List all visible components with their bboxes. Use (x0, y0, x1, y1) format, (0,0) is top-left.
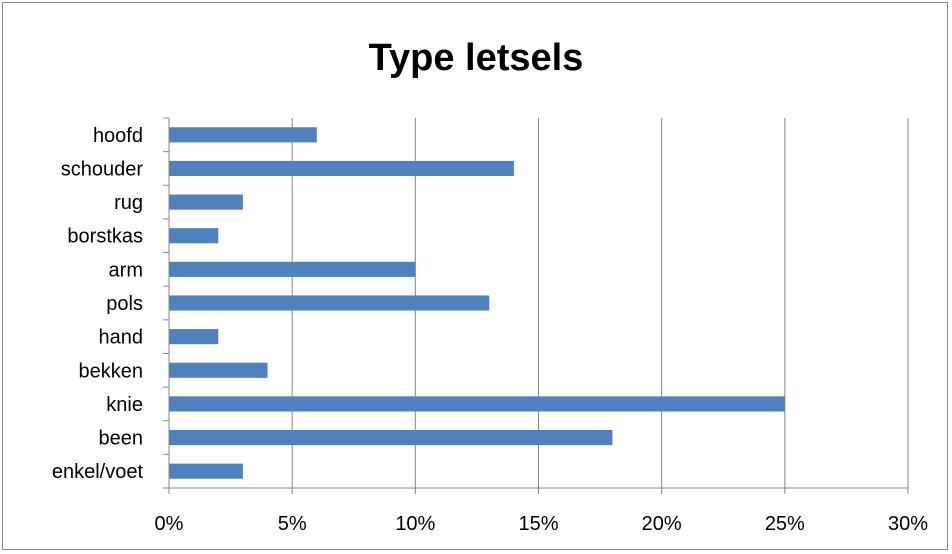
category-label: bekken (79, 360, 144, 382)
bar-rug (169, 194, 243, 210)
category-label: arm (109, 259, 143, 281)
bar-been (169, 429, 613, 446)
category-label: pols (106, 293, 143, 315)
category-label: rug (114, 192, 143, 214)
bar-enkel-voet (169, 463, 243, 479)
category-label: schouder (61, 158, 144, 180)
x-tick-label: 15% (518, 513, 558, 535)
x-tick-label: 0% (155, 513, 184, 535)
category-label: enkel/voet (52, 461, 144, 483)
labels: 0% 5% 10% 15% 20% 25% 30% hoofd schouder rug borst… (52, 125, 928, 535)
x-tick-label: 5% (278, 513, 307, 535)
bar-hand (169, 329, 219, 345)
category-label: hand (99, 327, 144, 349)
category-label: been (99, 428, 144, 450)
bar-bekken (169, 362, 268, 378)
bar-pols (169, 295, 490, 311)
bar-knie (169, 396, 785, 412)
bar-schouder (169, 160, 514, 177)
x-tick-label: 10% (395, 513, 435, 535)
bar-hoofd (169, 127, 317, 143)
bars (169, 127, 785, 479)
chart-title: Type letsels (368, 37, 584, 79)
axes (163, 117, 909, 494)
bar-borstkas (169, 228, 219, 244)
x-tick-label: 30% (888, 513, 928, 535)
x-tick-label: 25% (765, 513, 805, 535)
x-tick-label: 20% (642, 513, 682, 535)
category-label: knie (106, 394, 143, 416)
bar-arm (169, 261, 416, 277)
category-label: hoofd (93, 125, 143, 147)
category-label: borstkas (67, 226, 143, 248)
